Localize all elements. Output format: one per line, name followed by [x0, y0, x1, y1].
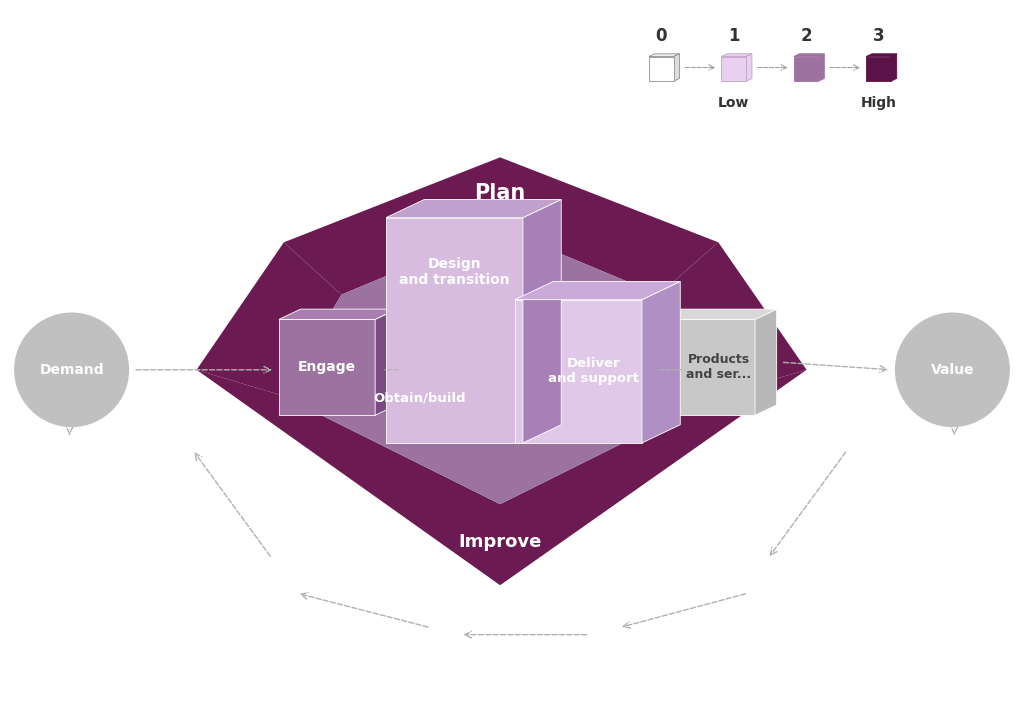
- Polygon shape: [282, 229, 718, 504]
- Polygon shape: [197, 370, 807, 585]
- Polygon shape: [642, 282, 680, 443]
- Polygon shape: [818, 54, 824, 81]
- Polygon shape: [746, 54, 752, 81]
- Text: Plan: Plan: [474, 183, 525, 203]
- Text: High: High: [860, 96, 896, 110]
- Polygon shape: [674, 54, 680, 81]
- Text: 2: 2: [801, 27, 812, 45]
- Text: Deliver
and support: Deliver and support: [548, 357, 639, 385]
- Text: Demand: Demand: [39, 363, 103, 377]
- Polygon shape: [658, 319, 755, 415]
- Polygon shape: [658, 309, 776, 319]
- Text: 0: 0: [655, 27, 667, 45]
- Polygon shape: [721, 54, 752, 56]
- Text: Obtain/build: Obtain/build: [374, 392, 466, 405]
- Circle shape: [14, 313, 129, 427]
- Text: Value: Value: [931, 363, 974, 377]
- Polygon shape: [755, 309, 776, 415]
- Polygon shape: [279, 319, 375, 415]
- Polygon shape: [649, 54, 680, 56]
- Polygon shape: [866, 54, 897, 56]
- Text: Low: Low: [718, 96, 750, 110]
- Polygon shape: [866, 56, 891, 81]
- Polygon shape: [515, 282, 680, 299]
- Polygon shape: [197, 242, 341, 395]
- Polygon shape: [794, 56, 818, 81]
- Polygon shape: [794, 54, 824, 56]
- Polygon shape: [721, 56, 746, 81]
- Polygon shape: [279, 309, 396, 319]
- Polygon shape: [375, 309, 396, 415]
- Polygon shape: [523, 199, 561, 443]
- Text: 1: 1: [728, 27, 739, 45]
- Text: Design
and transition: Design and transition: [399, 257, 510, 287]
- Text: 3: 3: [872, 27, 885, 45]
- Polygon shape: [386, 199, 561, 217]
- Polygon shape: [891, 54, 897, 81]
- Text: Products
and ser...: Products and ser...: [686, 353, 752, 381]
- Circle shape: [895, 313, 1010, 427]
- Text: Improve: Improve: [459, 533, 542, 551]
- Polygon shape: [658, 242, 807, 395]
- Text: Engage: Engage: [298, 360, 356, 374]
- Polygon shape: [284, 157, 718, 294]
- Polygon shape: [386, 217, 523, 443]
- Polygon shape: [649, 56, 674, 81]
- Polygon shape: [515, 299, 642, 443]
